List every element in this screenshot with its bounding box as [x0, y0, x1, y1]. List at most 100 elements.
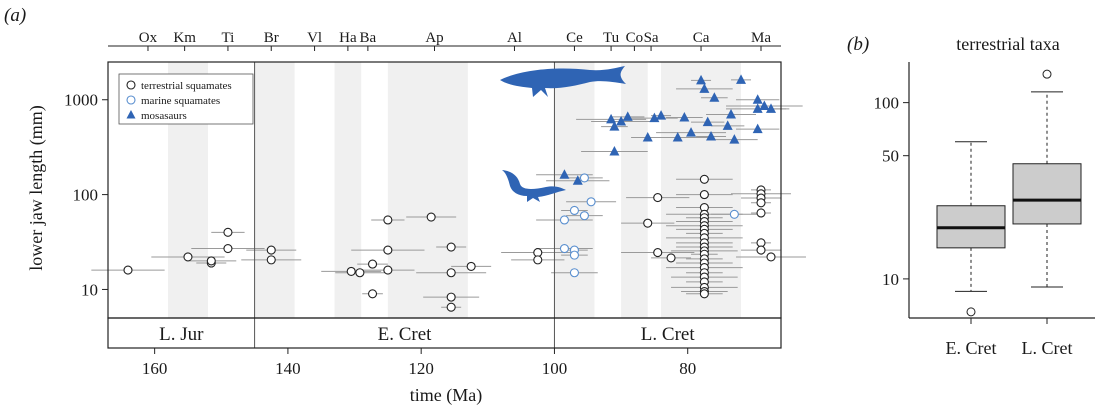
- panel-b-title: terrestrial taxa: [956, 34, 1059, 54]
- stage-band: [254, 62, 295, 318]
- stage-label: Km: [173, 30, 196, 46]
- x-tick-label: 140: [275, 359, 301, 378]
- mosasaurs-point: [642, 131, 653, 142]
- mosasaurs-point: [606, 113, 617, 124]
- mosasaurs-point: [752, 94, 763, 104]
- mosasaur-large-silhouette: [500, 66, 626, 97]
- y-tick-label: 100: [874, 94, 900, 113]
- outlier-point: [966, 307, 976, 317]
- stage-label: Co: [626, 30, 644, 46]
- mosasaurs-point: [752, 123, 763, 134]
- mosasaurs-point: [702, 116, 713, 127]
- mosasaurs-point: [752, 103, 763, 113]
- mosasaurs-point: [759, 100, 770, 110]
- x-tick-label: 160: [142, 359, 168, 378]
- marine-squamates-point: [569, 205, 579, 216]
- y-axis-title: lower jaw length (mm): [26, 105, 47, 270]
- mosasaurs-point: [616, 115, 627, 126]
- legend-marker: [126, 95, 136, 105]
- period-label: L. Jur: [159, 324, 204, 345]
- terrestrial-squamates-point: [653, 193, 663, 203]
- terrestrial-squamates-point: [355, 268, 365, 278]
- legend-marker: [126, 110, 136, 119]
- terrestrial-squamates-point: [206, 256, 216, 266]
- mosasaurs-point: [609, 121, 620, 131]
- mosasaurs-point: [706, 130, 717, 141]
- terrestrial-squamates-point: [223, 227, 233, 237]
- legend-marker: [126, 80, 136, 90]
- mosasaurs-point: [766, 103, 777, 113]
- mosasaurs-point: [572, 175, 583, 185]
- terrestrial-squamates-point: [533, 255, 543, 265]
- marine-squamates-point: [559, 215, 569, 225]
- stage-label: Al: [507, 30, 522, 46]
- mosasaur-silhouettes: [500, 66, 626, 202]
- terrestrial-squamates-point: [756, 245, 766, 255]
- stage-label: Ox: [139, 30, 158, 46]
- legend-label: marine squamates: [141, 95, 220, 107]
- marine-squamates-point: [569, 250, 579, 260]
- marine-squamates-point: [579, 173, 589, 183]
- mosasaurs-point: [656, 110, 667, 120]
- iqr-box: [1012, 163, 1082, 225]
- legend-label: terrestrial squamates: [141, 80, 232, 92]
- y-tick-label: 50: [882, 147, 899, 166]
- terrestrial-squamates-point: [446, 292, 456, 302]
- stage-label: Ti: [222, 30, 235, 46]
- y-tick-label: 10: [81, 280, 98, 299]
- mosasaurs-point: [729, 134, 740, 144]
- stage-label: Sa: [644, 30, 659, 46]
- legend-box: [118, 73, 254, 125]
- terrestrial-squamates-point: [446, 302, 456, 312]
- panel-b: 10 50 100 E. Cret L. Cret: [874, 62, 1095, 358]
- terrestrial-squamates-point: [699, 190, 709, 200]
- mosasaurs-point: [686, 127, 697, 137]
- terrestrial-squamates-point: [266, 245, 276, 255]
- stage-label: Ha: [339, 30, 357, 46]
- mosasaurs-point: [679, 111, 690, 122]
- marine-squamates-point: [569, 268, 579, 278]
- mosasaurs-point: [722, 120, 733, 130]
- terrestrial-squamates-point: [266, 255, 276, 265]
- x-tick-label: 120: [408, 359, 434, 378]
- stage-label: Ce: [566, 30, 583, 46]
- mosasaurs-point: [559, 169, 570, 179]
- mosasaurs-point: [736, 74, 747, 84]
- terrestrial-squamates-point: [346, 266, 356, 276]
- y-tick-label: 100: [73, 186, 99, 205]
- mosasaurs-point: [622, 111, 633, 121]
- stage-label: Ca: [693, 30, 710, 46]
- mosasaurs-point: [649, 112, 660, 123]
- panel-a-label: (a): [4, 5, 26, 26]
- period-label: E. Cret: [378, 324, 433, 345]
- stage-label: Ba: [360, 30, 377, 46]
- terrestrial-squamates-point: [756, 198, 766, 208]
- terrestrial-squamates-point: [367, 289, 378, 299]
- terrestrial-squamates-point: [666, 253, 676, 263]
- terrestrial-squamates-point: [383, 245, 393, 255]
- stage-label: Tu: [603, 30, 620, 46]
- box-1: [936, 141, 1006, 317]
- period-bar-frame: [107, 317, 782, 349]
- terrestrial-squamates-point: [383, 265, 393, 275]
- stage-band: [334, 62, 362, 318]
- mosasaurs-point: [726, 108, 737, 119]
- panel-a: Ox Km Ti Br Vl Ha Ba Ap Al Ce Tu Co Sa Ca Ma L. Jur E. C…: [64, 30, 806, 378]
- marine-squamates-point: [586, 197, 596, 207]
- terrestrial-squamates-point: [446, 268, 456, 278]
- legend: terrestrial squamates marine squamates mos…: [118, 73, 254, 125]
- terrestrial-squamates-point: [766, 252, 776, 262]
- y-tick-label: 10: [882, 270, 899, 289]
- stage-band: [387, 62, 468, 318]
- mosasaurs-point: [696, 74, 707, 85]
- stage-label: Vl: [307, 30, 322, 46]
- period-label: L. Cret: [641, 324, 696, 345]
- x-tick-label: 100: [542, 359, 568, 378]
- outlier-point: [1042, 69, 1052, 79]
- terrestrial-squamates-point: [123, 265, 133, 275]
- x-axis-title: time (Ma): [410, 385, 482, 406]
- y-tick-label: 1000: [64, 91, 98, 110]
- marine-squamates-point: [559, 243, 569, 254]
- terrestrial-squamates-point: [699, 174, 709, 184]
- marine-squamates-point: [579, 211, 589, 221]
